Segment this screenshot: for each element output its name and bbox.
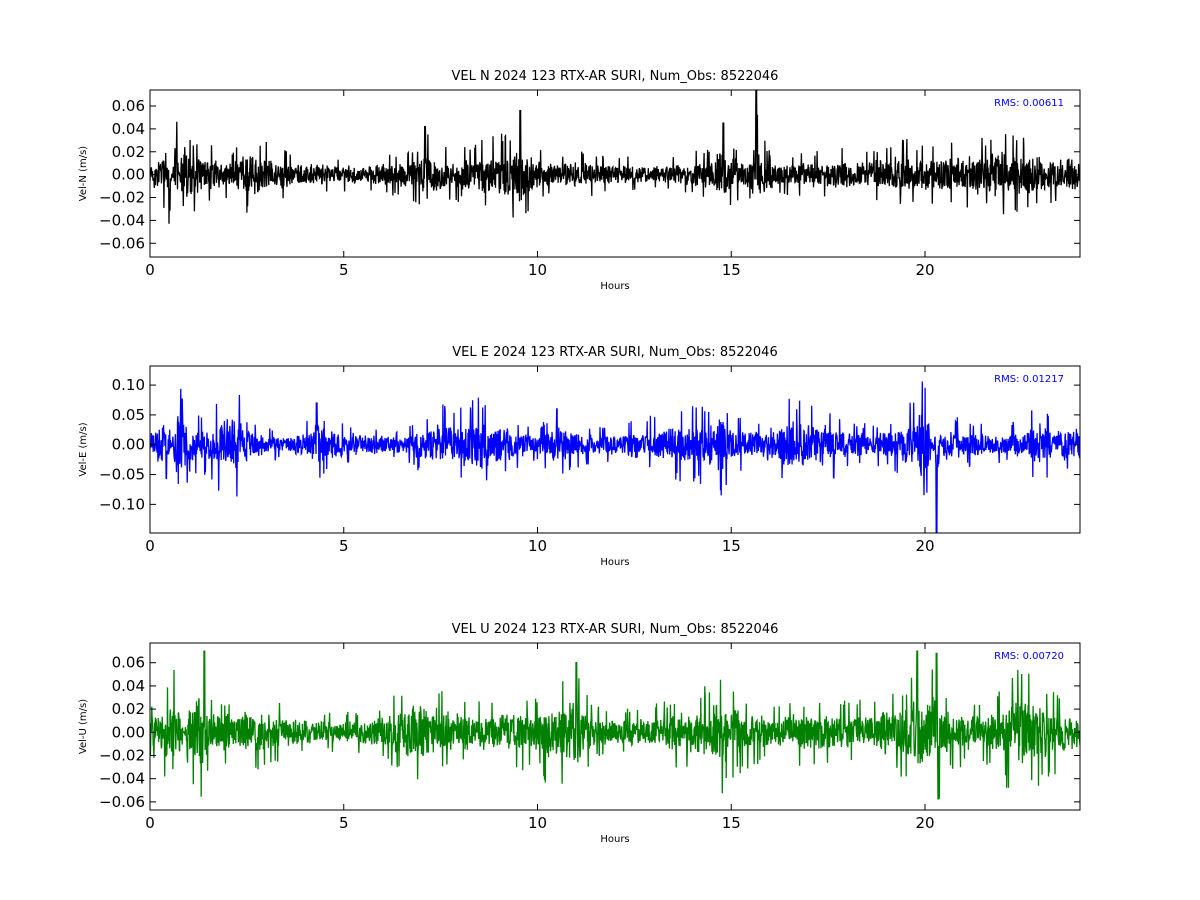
series-trace <box>150 650 1080 800</box>
x-axis-label: Hours <box>600 834 629 845</box>
y-tick-label: 0.10 <box>112 376 145 394</box>
x-tick-label: 5 <box>339 814 349 832</box>
x-tick-label: 20 <box>915 814 934 832</box>
x-tick-label: 5 <box>339 537 349 555</box>
y-tick-label: 0.04 <box>112 677 145 695</box>
y-tick-label: 0.04 <box>112 120 145 138</box>
x-tick-label: 5 <box>339 261 349 279</box>
chart-title: VEL U 2024 123 RTX-AR SURI, Num_Obs: 852… <box>452 622 779 637</box>
chart-title: VEL E 2024 123 RTX-AR SURI, Num_Obs: 852… <box>452 345 777 360</box>
y-axis-label: Vel-N (m/s) <box>78 146 89 201</box>
x-tick-label: 10 <box>528 261 547 279</box>
y-tick-label: 0.00 <box>112 723 145 741</box>
x-tick-label: 15 <box>722 537 741 555</box>
y-tick-label: 0.02 <box>112 700 145 718</box>
series-trace <box>150 90 1080 224</box>
rms-annotation: RMS: 0.00611 <box>994 98 1064 109</box>
subplot-3: 0 5 10 15 20 −0.06 −0.04 −0.02 0.00 0.02 0.04 0.06 V… <box>78 622 1081 845</box>
y-tick-label: −0.04 <box>99 211 145 229</box>
x-tick-label: 15 <box>722 261 741 279</box>
plot-frame <box>149 365 1081 534</box>
x-tick-label: 20 <box>915 261 934 279</box>
x-tick-label: 0 <box>145 814 155 832</box>
plot-frame <box>149 89 1081 258</box>
plot-frame <box>149 642 1081 811</box>
y-tick-label: −0.10 <box>99 495 145 513</box>
y-tick-label: −0.02 <box>99 746 145 764</box>
rms-annotation: RMS: 0.00720 <box>994 651 1064 662</box>
y-tick-label: 0.06 <box>112 654 145 672</box>
x-tick-label: 20 <box>915 537 934 555</box>
subplot-2: 0 5 10 15 20 −0.10 −0.05 0.00 0.05 0.10 VEL E 2024… <box>78 345 1081 568</box>
y-tick-label: 0.00 <box>112 166 145 184</box>
y-axis-label: Vel-E (m/s) <box>78 422 89 476</box>
y-tick-label: 0.06 <box>112 97 145 115</box>
x-tick-label: 0 <box>145 537 155 555</box>
y-tick-label: −0.05 <box>99 466 145 484</box>
x-axis-label: Hours <box>600 557 629 568</box>
y-tick-label: −0.04 <box>99 770 145 788</box>
y-tick-label: −0.02 <box>99 189 145 207</box>
x-tick-label: 10 <box>528 814 547 832</box>
series-trace <box>150 381 1080 533</box>
y-tick-label: −0.06 <box>99 793 145 811</box>
rms-annotation: RMS: 0.01217 <box>994 374 1064 385</box>
y-tick-label: 0.05 <box>112 406 145 424</box>
y-axis-label: Vel-U (m/s) <box>78 699 89 754</box>
chart-title: VEL N 2024 123 RTX-AR SURI, Num_Obs: 852… <box>452 69 779 84</box>
x-tick-label: 10 <box>528 537 547 555</box>
subplot-1: 0 5 10 15 20 −0.06 −0.04 −0.02 0.00 0.02 0.04 0.06 V… <box>78 69 1081 292</box>
y-tick-label: 0.02 <box>112 143 145 161</box>
y-tick-label: 0.00 <box>112 436 145 454</box>
x-tick-label: 0 <box>145 261 155 279</box>
x-tick-label: 15 <box>722 814 741 832</box>
y-tick-label: −0.06 <box>99 234 145 252</box>
x-axis-label: Hours <box>600 281 629 292</box>
